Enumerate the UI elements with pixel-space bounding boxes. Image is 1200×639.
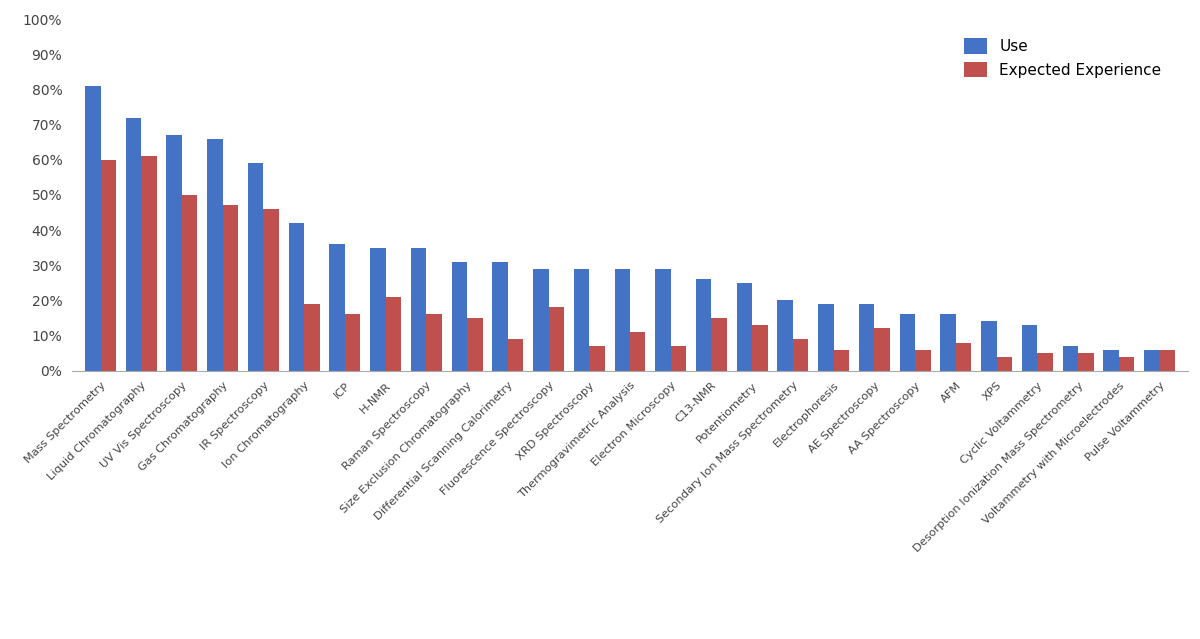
Bar	[467, 318, 482, 371]
Bar	[996, 357, 1012, 371]
Bar	[492, 262, 508, 371]
Bar	[875, 328, 890, 371]
Bar	[264, 209, 278, 371]
Bar	[859, 304, 875, 371]
Bar	[304, 304, 319, 371]
Bar	[248, 164, 264, 371]
Legend: Use, Expected Experience: Use, Expected Experience	[956, 30, 1169, 85]
Bar	[330, 244, 344, 371]
Bar	[182, 195, 198, 371]
Bar	[410, 248, 426, 371]
Bar	[916, 350, 930, 371]
Bar	[208, 139, 223, 371]
Bar	[1159, 350, 1175, 371]
Bar	[696, 279, 712, 371]
Bar	[737, 283, 752, 371]
Bar	[1103, 350, 1118, 371]
Bar	[1022, 325, 1037, 371]
Bar	[1062, 346, 1078, 371]
Bar	[548, 307, 564, 371]
Bar	[900, 314, 916, 371]
Bar	[778, 300, 793, 371]
Bar	[142, 157, 157, 371]
Bar	[426, 314, 442, 371]
Bar	[834, 350, 850, 371]
Bar	[671, 346, 686, 371]
Bar	[85, 86, 101, 371]
Bar	[818, 304, 834, 371]
Bar	[614, 269, 630, 371]
Bar	[167, 135, 182, 371]
Bar	[385, 296, 401, 371]
Bar	[752, 325, 768, 371]
Bar	[589, 346, 605, 371]
Bar	[982, 321, 996, 371]
Bar	[533, 269, 548, 371]
Bar	[508, 339, 523, 371]
Bar	[451, 262, 467, 371]
Bar	[793, 339, 809, 371]
Bar	[289, 223, 304, 371]
Bar	[941, 314, 956, 371]
Bar	[370, 248, 385, 371]
Bar	[1118, 357, 1134, 371]
Bar	[574, 269, 589, 371]
Bar	[956, 343, 971, 371]
Bar	[1078, 353, 1093, 371]
Bar	[223, 206, 238, 371]
Bar	[1037, 353, 1052, 371]
Bar	[1144, 350, 1159, 371]
Bar	[126, 118, 142, 371]
Bar	[344, 314, 360, 371]
Bar	[101, 160, 116, 371]
Bar	[712, 318, 727, 371]
Bar	[655, 269, 671, 371]
Bar	[630, 332, 646, 371]
